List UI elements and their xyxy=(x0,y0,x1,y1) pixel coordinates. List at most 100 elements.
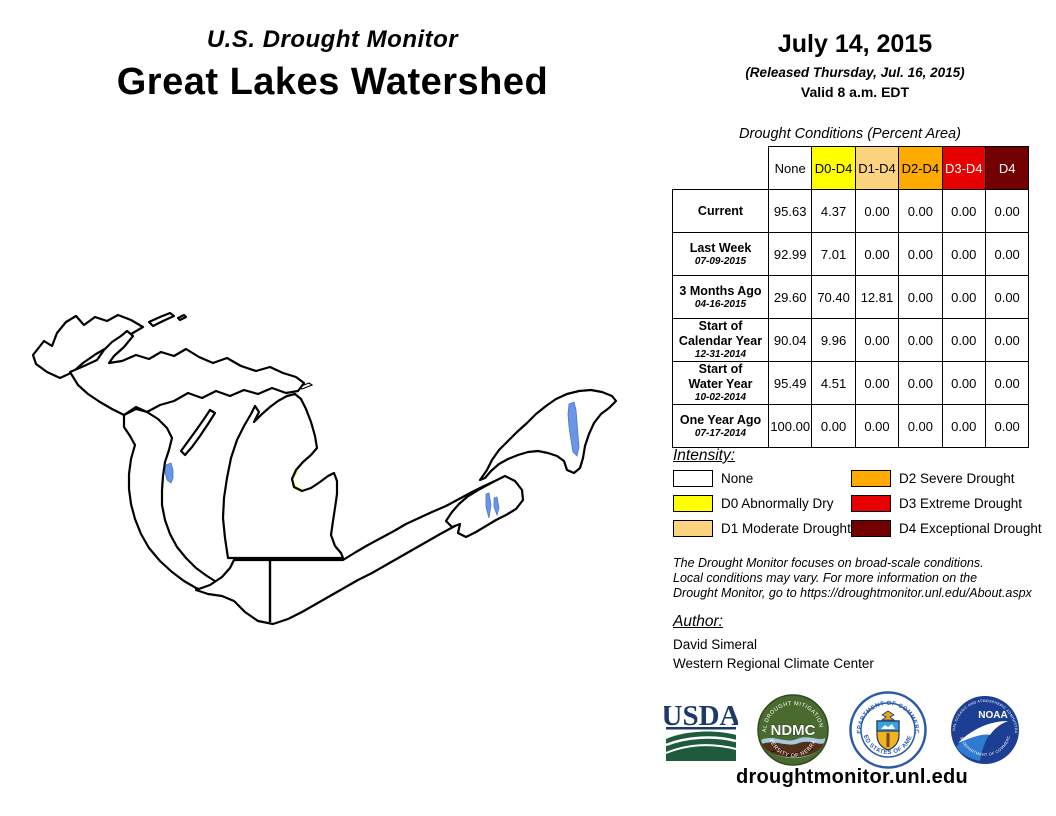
row-label-last-week: Last Week 07-09-2015 xyxy=(672,232,769,276)
table-corner-cell xyxy=(673,147,769,190)
cell-value: 4.37 xyxy=(811,189,856,233)
commerce-shield-chief xyxy=(876,720,900,732)
lake-champlain xyxy=(567,401,580,457)
title-block: U.S. Drought Monitor Great Lakes Watersh… xyxy=(55,26,610,104)
cell-value: 0.00 xyxy=(941,361,986,405)
legend-title: Intensity: xyxy=(673,447,736,464)
legend-swatch-d3 xyxy=(851,495,891,512)
cell-value: 0.00 xyxy=(898,318,943,362)
table-row: Start of Calendar Year 12-31-2014 90.04 … xyxy=(672,318,1030,362)
cell-value: 0.00 xyxy=(854,361,900,405)
ndmc-logo: NATIONAL DROUGHT MITIGATION CENTER UNIVE… xyxy=(757,694,830,766)
legend-swatch-none xyxy=(673,470,713,487)
cell-value: 0.00 xyxy=(898,189,943,233)
cell-value: 0.00 xyxy=(941,232,986,276)
commerce-eagle xyxy=(880,710,895,721)
cell-value: 4.51 xyxy=(811,361,856,405)
table-row: Start of Water Year 10-02-2014 95.49 4.5… xyxy=(672,361,1030,405)
cell-value: 0.00 xyxy=(898,275,943,319)
cell-value: 0.00 xyxy=(984,318,1030,362)
release-date: (Released Thursday, Jul. 16, 2015) xyxy=(745,65,965,80)
cell-value: 0.00 xyxy=(898,361,943,405)
cell-value: 0.00 xyxy=(898,232,943,276)
cell-value: 0.00 xyxy=(811,404,856,448)
ndmc-earth xyxy=(762,741,825,758)
cell-value: 92.99 xyxy=(767,232,813,276)
table-row: Current 95.63 4.37 0.00 0.00 0.00 0.00 xyxy=(672,189,1030,233)
inland-lakes xyxy=(164,401,580,519)
commerce-column xyxy=(886,733,890,747)
cell-value: 12.81 xyxy=(854,275,900,319)
cell-value: 100.00 xyxy=(767,404,813,448)
map-date: July 14, 2015 xyxy=(777,30,933,58)
cell-value: 0.00 xyxy=(941,404,986,448)
table-header-row: None D0-D4 D1-D4 D2-D4 D3-D4 D4 xyxy=(673,146,1030,190)
col-header-d0: D0-D4 xyxy=(811,146,856,190)
cell-value: 0.00 xyxy=(941,275,986,319)
col-header-d4: D4 xyxy=(984,146,1030,190)
legend-swatch-d4 xyxy=(851,520,891,537)
agency-logos: USDA NATIONAL DROUGHT MITIGATION CENTER … xyxy=(664,691,1024,769)
cell-value: 0.00 xyxy=(898,404,943,448)
lake-winnebago xyxy=(164,462,174,484)
state-borders xyxy=(234,557,343,622)
usda-swoosh-2 xyxy=(665,744,737,754)
isle-royale xyxy=(149,313,174,326)
table-title: Drought Conditions (Percent Area) xyxy=(739,126,961,142)
legend-swatch-d2 xyxy=(851,470,891,487)
cell-value: 0.00 xyxy=(984,275,1030,319)
row-label-3-months-ago: 3 Months Ago 04-16-2015 xyxy=(672,275,769,319)
author-organization: Western Regional Climate Center xyxy=(673,656,874,671)
author-heading: Author: xyxy=(673,613,723,630)
noaa-wordmark: NOAA xyxy=(978,710,1007,721)
row-label-one-year-ago: One Year Ago 07-17-2014 xyxy=(672,404,769,448)
cell-value: 0.00 xyxy=(941,318,986,362)
row-label-start-water-year: Start of Water Year 10-02-2014 xyxy=(672,361,769,405)
superior-basin-arrowhead xyxy=(33,315,143,378)
ndmc-wordmark: NDMC xyxy=(771,722,816,739)
usda-wordmark: USDA xyxy=(664,700,738,732)
finger-lake-east xyxy=(493,496,500,517)
legend-item-d1: D1 Moderate Drought xyxy=(673,520,851,537)
table-row: 3 Months Ago 04-16-2015 29.60 70.40 12.8… xyxy=(672,275,1030,319)
cell-value: 0.00 xyxy=(984,232,1030,276)
cell-value: 0.00 xyxy=(854,404,900,448)
cell-value: 7.01 xyxy=(811,232,856,276)
cell-value: 0.00 xyxy=(984,361,1030,405)
table-row: Last Week 07-09-2015 92.99 7.01 0.00 0.0… xyxy=(672,232,1030,276)
conditions-table: None D0-D4 D1-D4 D2-D4 D3-D4 D4 Current … xyxy=(672,146,1030,448)
page-title: Great Lakes Watershed xyxy=(116,61,549,103)
author-name: David Simeral xyxy=(673,637,758,652)
cell-value: 0.00 xyxy=(984,189,1030,233)
cell-value: 95.63 xyxy=(767,189,813,233)
col-header-d1: D1-D4 xyxy=(854,146,900,190)
cell-value: 70.40 xyxy=(811,275,856,319)
cell-value: 0.00 xyxy=(984,404,1030,448)
ndmc-cracks xyxy=(771,748,814,757)
row-label-start-calendar-year: Start of Calendar Year 12-31-2014 xyxy=(672,318,769,362)
row-label-current: Current xyxy=(672,189,769,233)
legend-item-d4: D4 Exceptional Drought xyxy=(851,520,1042,537)
commerce-ship xyxy=(880,724,895,729)
usda-rule xyxy=(666,727,736,730)
usda-logo: USDA xyxy=(664,700,738,761)
disclaimer-text: The Drought Monitor focuses on broad-sca… xyxy=(673,556,1032,600)
noaa-gull xyxy=(957,721,1008,743)
cell-value: 0.00 xyxy=(854,318,900,362)
col-header-d3: D3-D4 xyxy=(941,146,986,190)
cell-value: 90.04 xyxy=(767,318,813,362)
date-block: July 14, 2015 (Released Thursday, Jul. 1… xyxy=(690,30,1020,100)
cell-value: 0.00 xyxy=(941,189,986,233)
watershed-boundary xyxy=(31,311,618,626)
cell-value: 95.49 xyxy=(767,361,813,405)
legend-item-d2: D2 Severe Drought xyxy=(851,470,1015,487)
usda-swoosh-1 xyxy=(665,736,737,747)
cell-value: 0.00 xyxy=(854,189,900,233)
cell-value: 9.96 xyxy=(811,318,856,362)
legend-swatch-d0 xyxy=(673,495,713,512)
col-header-none: None xyxy=(767,146,813,190)
cell-value: 0.00 xyxy=(854,232,900,276)
